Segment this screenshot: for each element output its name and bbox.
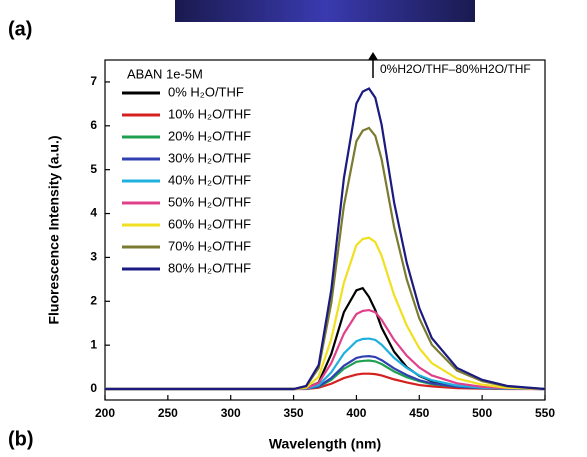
x-axis-label: Wavelength (nm) (269, 436, 381, 452)
series-line (105, 355, 546, 391)
y-tick-label: 6 (90, 118, 97, 132)
panel-label: (a) (8, 18, 32, 40)
x-tick-label: 400 (346, 406, 366, 420)
legend-label: 20% H₂O/THF (168, 128, 251, 143)
legend-label: 0% H₂O/THF (168, 84, 244, 99)
legend-label: 70% H₂O/THF (168, 238, 251, 253)
legend-label: 60% H₂O/THF (168, 216, 251, 231)
y-tick-label: 3 (90, 250, 97, 264)
legend-label: 10% H₂O/THF (168, 106, 251, 121)
plot-frame (104, 59, 546, 401)
legend-label: 40% H₂O/THF (168, 172, 251, 187)
x-tick-label: 250 (158, 406, 178, 420)
x-tick-label: 500 (472, 406, 492, 420)
legend-label: 30% H₂O/THF (168, 150, 251, 165)
series-line (105, 308, 546, 391)
annotation: 0%H2O/THF–80%H2O/THF (380, 62, 531, 76)
y-axis-label: Fluorescence Intensity (a.u.) (46, 135, 62, 324)
photo-strip (175, 0, 475, 22)
y-tick-label: 4 (90, 206, 97, 220)
series-line (105, 87, 546, 391)
x-tick-label: 300 (221, 406, 241, 420)
x-tick-label: 550 (535, 406, 555, 420)
series-line (105, 236, 546, 391)
legend-title: ABAN 1e-5M (127, 66, 203, 81)
legend-label: 50% H₂O/THF (168, 194, 251, 209)
series-line (105, 126, 546, 391)
panel-label: (b) (8, 428, 34, 450)
y-tick-label: 2 (90, 293, 97, 307)
y-tick-label: 7 (90, 74, 97, 88)
arrow-head (368, 52, 378, 60)
y-tick-label: 1 (90, 337, 97, 351)
x-tick-label: 450 (409, 406, 429, 420)
y-tick-label: 5 (90, 162, 97, 176)
legend-label: 80% H₂O/THF (168, 260, 251, 275)
series-line (105, 337, 546, 391)
x-tick-label: 350 (284, 406, 304, 420)
x-tick-label: 200 (95, 406, 115, 420)
y-tick-label: 0 (90, 381, 97, 395)
